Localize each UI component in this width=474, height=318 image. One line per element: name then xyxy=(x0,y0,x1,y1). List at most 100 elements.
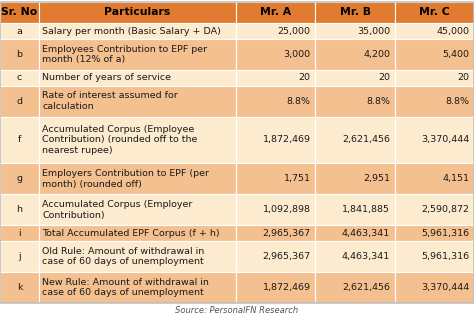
Bar xyxy=(315,272,395,303)
Text: k: k xyxy=(17,283,22,292)
Bar xyxy=(0,272,39,303)
Bar xyxy=(395,86,474,117)
Text: Accumulated Corpus (Employee
Contribution) (rounded off to the
nearest rupee): Accumulated Corpus (Employee Contributio… xyxy=(42,125,198,155)
Bar xyxy=(39,86,236,117)
Text: 5,400: 5,400 xyxy=(442,50,469,59)
Bar xyxy=(0,163,39,194)
Bar xyxy=(236,117,315,163)
Bar xyxy=(0,39,39,70)
Text: 2,590,872: 2,590,872 xyxy=(421,205,469,214)
Text: b: b xyxy=(17,50,22,59)
Bar xyxy=(315,225,395,241)
Text: 8.8%: 8.8% xyxy=(286,97,310,106)
Bar xyxy=(315,117,395,163)
Bar xyxy=(39,117,236,163)
Text: 2,965,367: 2,965,367 xyxy=(262,229,310,238)
Text: Source: PersonalFN Research: Source: PersonalFN Research xyxy=(175,306,299,315)
Bar xyxy=(315,163,395,194)
Bar xyxy=(236,272,315,303)
Text: 5,961,316: 5,961,316 xyxy=(421,252,469,261)
Bar xyxy=(39,163,236,194)
Text: 3,370,444: 3,370,444 xyxy=(421,135,469,144)
Text: g: g xyxy=(17,174,22,183)
Bar xyxy=(395,272,474,303)
Text: 5,961,316: 5,961,316 xyxy=(421,229,469,238)
Bar xyxy=(395,70,474,86)
Bar xyxy=(0,23,39,39)
Bar xyxy=(315,39,395,70)
Text: i: i xyxy=(18,229,21,238)
Text: 1,841,885: 1,841,885 xyxy=(342,205,390,214)
Text: Employees Contribution to EPF per
month (12% of a): Employees Contribution to EPF per month … xyxy=(42,45,207,64)
Text: 4,463,341: 4,463,341 xyxy=(342,229,390,238)
Bar xyxy=(395,39,474,70)
Text: New Rule: Amount of withdrawal in
case of 60 days of unemployment: New Rule: Amount of withdrawal in case o… xyxy=(42,278,209,297)
Text: Particulars: Particulars xyxy=(104,7,170,17)
Bar xyxy=(395,194,474,225)
Bar xyxy=(395,23,474,39)
Bar xyxy=(0,225,39,241)
Bar xyxy=(0,86,39,117)
Bar xyxy=(39,23,236,39)
Text: 1,872,469: 1,872,469 xyxy=(263,283,310,292)
Bar xyxy=(315,70,395,86)
Bar xyxy=(395,163,474,194)
Text: 2,621,456: 2,621,456 xyxy=(342,283,390,292)
Bar xyxy=(39,194,236,225)
Text: 2,621,456: 2,621,456 xyxy=(342,135,390,144)
Bar xyxy=(315,86,395,117)
Text: Employers Contribution to EPF (per
month) (rounded off): Employers Contribution to EPF (per month… xyxy=(42,169,209,189)
Text: 1,872,469: 1,872,469 xyxy=(263,135,310,144)
Text: Rate of interest assumed for
calculation: Rate of interest assumed for calculation xyxy=(42,91,178,111)
Bar xyxy=(315,194,395,225)
Bar xyxy=(39,272,236,303)
Text: 3,370,444: 3,370,444 xyxy=(421,283,469,292)
Text: Number of years of service: Number of years of service xyxy=(42,73,171,82)
Text: Sr. No: Sr. No xyxy=(1,7,37,17)
Bar xyxy=(236,2,315,23)
Text: 8.8%: 8.8% xyxy=(366,97,390,106)
Text: 2,965,367: 2,965,367 xyxy=(262,252,310,261)
Text: 2,951: 2,951 xyxy=(363,174,390,183)
Bar xyxy=(236,163,315,194)
Text: 4,463,341: 4,463,341 xyxy=(342,252,390,261)
Text: 1,092,898: 1,092,898 xyxy=(263,205,310,214)
Bar xyxy=(236,241,315,272)
Text: f: f xyxy=(18,135,21,144)
Text: Mr. C: Mr. C xyxy=(419,7,450,17)
Text: 20: 20 xyxy=(299,73,310,82)
Text: c: c xyxy=(17,73,22,82)
Bar xyxy=(395,241,474,272)
Bar xyxy=(395,2,474,23)
Bar xyxy=(39,39,236,70)
Bar xyxy=(0,117,39,163)
Text: a: a xyxy=(17,27,22,36)
Bar xyxy=(0,194,39,225)
Text: 1,751: 1,751 xyxy=(283,174,310,183)
Bar xyxy=(0,241,39,272)
Text: 3,000: 3,000 xyxy=(283,50,310,59)
Bar xyxy=(0,70,39,86)
Bar xyxy=(315,241,395,272)
Bar xyxy=(395,117,474,163)
Text: Accumulated Corpus (Employer
Contribution): Accumulated Corpus (Employer Contributio… xyxy=(42,200,192,220)
Bar xyxy=(236,23,315,39)
Bar xyxy=(236,39,315,70)
Text: 20: 20 xyxy=(378,73,390,82)
Text: 25,000: 25,000 xyxy=(277,27,310,36)
Text: d: d xyxy=(17,97,22,106)
Text: Salary per month (Basic Salary + DA): Salary per month (Basic Salary + DA) xyxy=(42,27,221,36)
Text: j: j xyxy=(18,252,21,261)
Bar xyxy=(39,2,236,23)
Bar xyxy=(315,23,395,39)
Text: 4,151: 4,151 xyxy=(442,174,469,183)
Text: 45,000: 45,000 xyxy=(436,27,469,36)
Text: h: h xyxy=(17,205,22,214)
Bar xyxy=(236,86,315,117)
Bar xyxy=(236,70,315,86)
Text: 4,200: 4,200 xyxy=(363,50,390,59)
Text: Total Accumulated EPF Corpus (f + h): Total Accumulated EPF Corpus (f + h) xyxy=(42,229,220,238)
Text: 35,000: 35,000 xyxy=(357,27,390,36)
Text: Mr. A: Mr. A xyxy=(260,7,291,17)
Bar xyxy=(39,225,236,241)
